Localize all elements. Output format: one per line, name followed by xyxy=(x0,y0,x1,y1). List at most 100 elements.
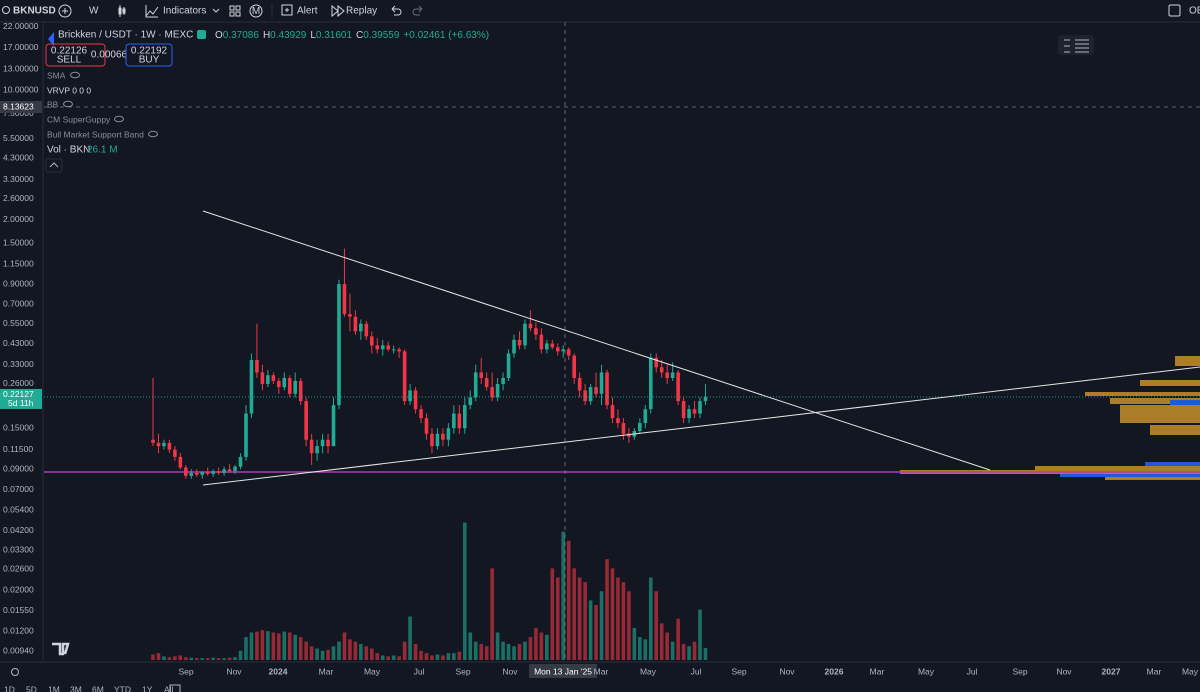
candle-body xyxy=(698,401,702,414)
layouts[interactable] xyxy=(229,5,241,17)
symbol[interactable]: BKNUSD xyxy=(13,6,56,17)
m-button[interactable] xyxy=(249,4,263,18)
indicator[interactable]: SMA xyxy=(47,70,66,80)
alert-button[interactable]: Alert xyxy=(297,6,318,17)
y-tick-label: 0.55000 xyxy=(3,318,34,328)
volume-bar xyxy=(452,653,456,660)
plus xyxy=(62,8,68,14)
range-button[interactable]: 6M xyxy=(92,684,104,692)
settings-icon[interactable] xyxy=(11,668,19,676)
volume-bar xyxy=(260,630,265,660)
x-tick-label: May xyxy=(1182,666,1199,676)
last-price-badge xyxy=(0,388,42,409)
eye-icon[interactable] xyxy=(70,71,80,79)
interval[interactable]: W xyxy=(89,6,99,17)
candle-body xyxy=(435,433,440,447)
chart-type[interactable] xyxy=(118,5,126,17)
search-icon[interactable] xyxy=(2,6,10,14)
add-symbol[interactable] xyxy=(58,4,72,18)
y-tick-label: 3.30000 xyxy=(3,174,34,184)
candle-body xyxy=(211,471,215,474)
replay-button[interactable]: Replay xyxy=(346,6,377,17)
eye-icon[interactable] xyxy=(114,115,124,123)
account[interactable]: OE xyxy=(1189,6,1200,17)
candle-body xyxy=(638,423,642,431)
volume-bar xyxy=(490,568,494,660)
ohlc-key: C xyxy=(356,30,363,41)
indicator[interactable]: VRVP 0 0 0 xyxy=(47,85,91,95)
volume-bar xyxy=(610,568,615,660)
volume-bar xyxy=(473,641,478,660)
candle-body xyxy=(348,314,352,317)
vp-bar xyxy=(1140,380,1200,386)
collapse-legend[interactable] xyxy=(45,158,63,173)
x-tick-label: Jul xyxy=(691,666,702,676)
replay-icon[interactable] xyxy=(331,4,345,18)
support-trendline[interactable] xyxy=(202,366,1200,486)
volume-indicator[interactable]: Vol · BKN xyxy=(47,145,90,156)
ohlc-value: 0.39559 xyxy=(363,30,400,41)
candle-body xyxy=(167,442,172,450)
eye-icon[interactable] xyxy=(148,130,158,138)
indicator[interactable]: CM SuperGuppy xyxy=(47,114,111,124)
sell-button[interactable] xyxy=(45,43,106,67)
buy-button[interactable] xyxy=(125,43,173,67)
indicator[interactable]: Bull Market Support Band xyxy=(47,129,144,139)
candle-body xyxy=(266,375,270,384)
y-tick-label: 0.04200 xyxy=(3,525,34,535)
dropdown[interactable] xyxy=(212,8,220,13)
volume-bar xyxy=(293,634,298,660)
x-tick-label: Mar xyxy=(319,666,334,676)
volume-bar xyxy=(665,632,669,660)
volume-bar xyxy=(370,648,374,660)
redo[interactable] xyxy=(412,5,423,16)
crosshair-date: Mon 13 Jan '25 xyxy=(534,666,592,676)
candle-body xyxy=(545,343,549,350)
candle-body xyxy=(391,349,396,351)
range-button[interactable]: 1Y xyxy=(142,684,153,692)
fullscreen[interactable] xyxy=(1168,4,1181,17)
candle-body xyxy=(309,439,314,454)
candle-body xyxy=(364,323,369,337)
candle-body xyxy=(260,372,265,384)
volume-bar xyxy=(222,658,226,660)
candle-body xyxy=(189,472,194,476)
range-button[interactable]: 1M xyxy=(48,684,60,692)
toolbar: BKNUSD W Indicators M Alert Replay OE xyxy=(0,0,1200,23)
volume-bar xyxy=(205,658,210,660)
range-button[interactable]: 3M xyxy=(70,684,82,692)
candle-body xyxy=(452,413,456,429)
indicators-icon[interactable] xyxy=(145,5,159,18)
volume-bar xyxy=(627,591,631,660)
y-tick-label: 0.09000 xyxy=(3,464,34,474)
candle-body xyxy=(654,357,659,368)
range-button[interactable]: 5D xyxy=(26,684,37,692)
eye-icon[interactable] xyxy=(63,100,73,108)
indicator[interactable]: BB xyxy=(47,99,59,109)
candle-body xyxy=(419,409,423,419)
range-button[interactable]: All xyxy=(164,684,174,692)
range-button[interactable]: YTD xyxy=(114,684,131,692)
candle-body xyxy=(277,380,281,388)
resistance-trendline[interactable] xyxy=(202,210,991,471)
volume-bar xyxy=(408,616,412,660)
candle-body xyxy=(457,413,462,429)
volume-bar xyxy=(375,653,380,660)
volume-bar xyxy=(501,641,505,660)
x-tick-label: Nov xyxy=(779,666,795,676)
volume-bar xyxy=(692,641,697,660)
alert-icon[interactable] xyxy=(281,4,293,16)
x-tick-label: Nov xyxy=(226,666,242,676)
candle-body xyxy=(151,439,155,443)
range-button[interactable]: 1D xyxy=(4,684,15,692)
vp-bar xyxy=(1060,474,1200,477)
undo[interactable] xyxy=(391,5,402,16)
candle-body xyxy=(506,353,511,379)
candle-body xyxy=(468,397,473,406)
range-bar: 1D 5D 1M 3M 6M YTD 1Y All xyxy=(4,684,174,692)
volume-bar xyxy=(277,633,281,660)
calendar-icon[interactable] xyxy=(169,684,181,692)
y-tick-label: 0.05400 xyxy=(3,505,34,515)
indicators-button[interactable]: Indicators xyxy=(163,6,206,17)
